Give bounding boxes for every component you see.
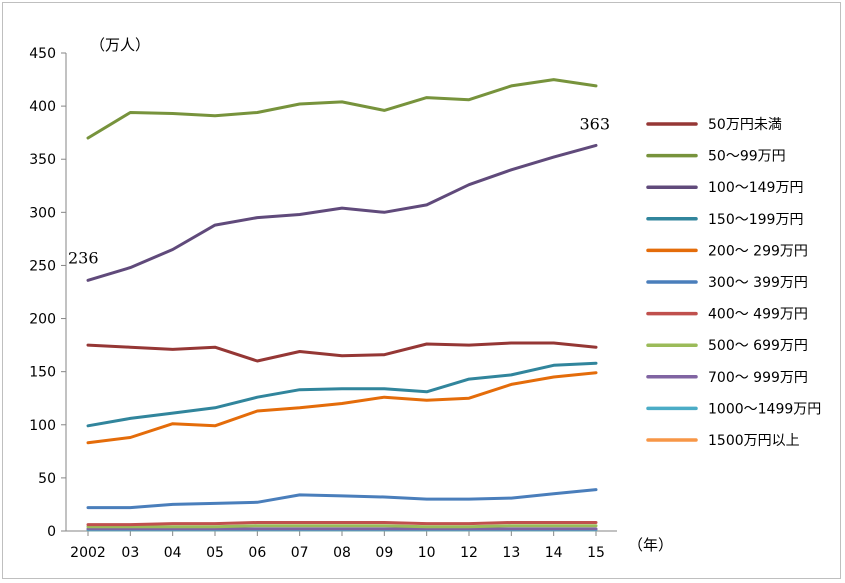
x-tick-label: 15 xyxy=(587,545,605,561)
series-line xyxy=(86,488,598,510)
x-axis: 2002 03 04 05 06 07 08 09 10 12 13 14 15 xyxy=(66,530,617,561)
series-line xyxy=(86,143,598,282)
legend-label: 300～ 399万円 xyxy=(708,275,808,291)
legend-label: 1000～1499万円 xyxy=(708,401,821,417)
x-tick-label: 10 xyxy=(418,545,436,561)
legend-label: 50～99万円 xyxy=(708,149,786,165)
y-axis: 0 50 100 150 200 250 300 350 400 450 xyxy=(29,46,67,540)
series-layer xyxy=(86,78,598,532)
legend-label: 200～ 299万円 xyxy=(708,243,808,259)
x-tick-label: 13 xyxy=(502,545,520,561)
legend: 50万円未満 50～99万円 100～149万円 150～199万円 200～ 299万… xyxy=(646,117,821,449)
data-label: 363 xyxy=(579,114,610,133)
x-tick-label: 03 xyxy=(121,545,139,561)
series-line xyxy=(86,524,598,529)
y-axis-unit-label: （万人） xyxy=(90,36,150,54)
annotation-layer: 236 363 xyxy=(68,114,610,267)
y-tick-label: 350 xyxy=(29,152,56,168)
x-tick-label: 12 xyxy=(460,545,478,561)
x-tick-label: 09 xyxy=(375,545,393,561)
y-tick-label: 150 xyxy=(29,365,56,381)
x-tick-label: 05 xyxy=(206,545,224,561)
y-tick-label: 200 xyxy=(29,312,56,328)
legend-label: 150～199万円 xyxy=(708,212,803,228)
y-tick-label: 450 xyxy=(29,46,56,62)
legend-label: 400～ 499万円 xyxy=(708,307,808,323)
legend-label: 50万円未満 xyxy=(708,117,782,133)
x-tick-label: 06 xyxy=(248,545,266,561)
x-tick-label: 2002 xyxy=(70,545,106,561)
y-tick-label: 300 xyxy=(29,205,56,221)
legend-label: 700～ 999万円 xyxy=(708,370,808,386)
data-label: 236 xyxy=(68,248,99,267)
y-tick-label: 0 xyxy=(47,524,56,540)
x-tick-label: 04 xyxy=(164,545,182,561)
x-tick-label: 08 xyxy=(333,545,351,561)
legend-label: 100～149万円 xyxy=(708,180,803,196)
series-line xyxy=(86,361,598,428)
series-line xyxy=(86,371,598,445)
series-line xyxy=(86,521,598,527)
x-axis-unit-label: （年） xyxy=(628,536,673,554)
series-line xyxy=(86,78,598,140)
legend-label: 500～ 699万円 xyxy=(708,338,808,354)
legend-label: 1500万円以上 xyxy=(708,433,800,449)
y-tick-label: 100 xyxy=(29,418,56,434)
y-tick-label: 50 xyxy=(38,471,56,487)
x-tick-label: 07 xyxy=(291,545,309,561)
series-line xyxy=(86,341,598,363)
y-tick-label: 250 xyxy=(29,258,56,274)
y-tick-label: 400 xyxy=(29,99,56,115)
x-tick-label: 14 xyxy=(545,545,563,561)
